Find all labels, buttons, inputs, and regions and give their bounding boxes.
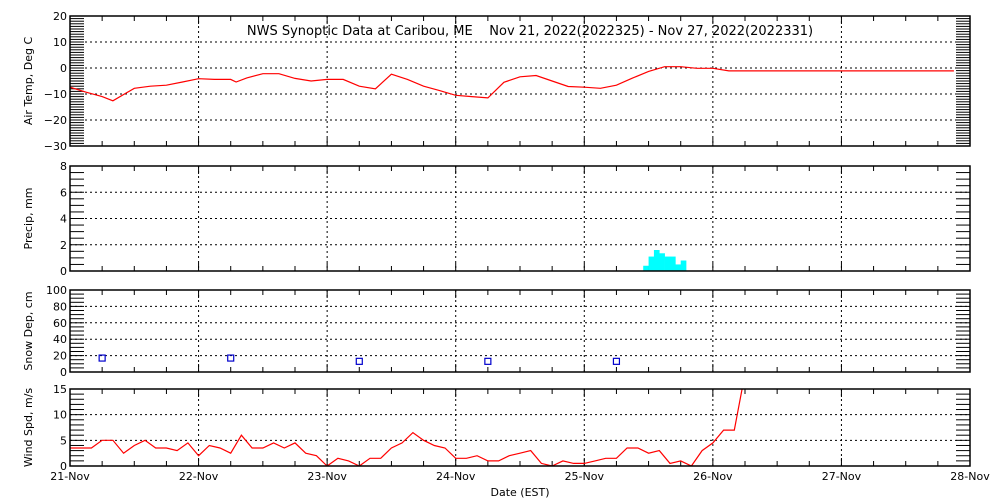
x-tick-label: 27-Nov xyxy=(822,470,862,483)
panel-2: 100 80 60 40 20 0 Snow Dep, cm xyxy=(22,284,971,379)
y-axis-label: Air Temp, Deg C xyxy=(22,37,35,126)
y-tick-label: −10 xyxy=(44,88,67,101)
precip-bar xyxy=(675,264,682,271)
y-tick-label: 100 xyxy=(46,284,67,297)
data-point xyxy=(484,357,492,365)
y-tick-label: 0 xyxy=(60,62,67,75)
y-axis-label: Wind Spd, m/s xyxy=(22,388,35,468)
y-axis-label: Snow Dep, cm xyxy=(22,291,35,370)
y-tick-label: 0 xyxy=(60,366,67,379)
x-tick-label: 21-Nov xyxy=(50,470,90,483)
y-tick-label: −20 xyxy=(44,114,67,127)
y-tick-label: 6 xyxy=(60,186,67,199)
y-tick-label: 10 xyxy=(53,409,67,422)
panel-0: 20 10 0 −10 −20 −30 Air Temp, Deg C xyxy=(22,10,971,153)
x-tick-label: 24-Nov xyxy=(436,470,476,483)
precip-bar xyxy=(680,260,687,271)
series-2 xyxy=(98,354,621,365)
series-1 xyxy=(643,250,687,271)
panel-3: 15 10 5 0 Wind Spd, m/s xyxy=(22,383,971,473)
y-tick-label: 40 xyxy=(53,333,67,346)
y-tick-label: 15 xyxy=(53,383,67,396)
precip-bar xyxy=(664,256,671,271)
y-tick-label: 80 xyxy=(53,300,67,313)
panel-frame xyxy=(69,15,971,147)
panel-frame xyxy=(69,165,971,272)
y-tick-label: 0 xyxy=(60,265,67,278)
precip-bar xyxy=(659,253,665,271)
y-tick-label: 2 xyxy=(60,239,67,252)
precip-bar xyxy=(670,256,676,271)
y-tick-label: 8 xyxy=(60,160,67,173)
panel-frame xyxy=(69,289,971,373)
y-tick-label: 60 xyxy=(53,317,67,330)
y-tick-label: 20 xyxy=(53,10,67,23)
data-line xyxy=(70,66,954,102)
x-tick-label: 26-Nov xyxy=(693,470,733,483)
y-tick-label: 20 xyxy=(53,350,67,363)
chart-title: NWS Synoptic Data at Caribou, ME Nov 21,… xyxy=(247,24,813,39)
x-tick-label: 22-Nov xyxy=(179,470,219,483)
panel-1: 8 6 4 2 0 Precip, mm xyxy=(22,160,971,278)
panel-frame xyxy=(69,388,971,467)
data-point xyxy=(355,357,363,365)
y-axis-label: Precip, mm xyxy=(22,188,35,250)
x-tick-label: 28-Nov xyxy=(950,470,990,483)
y-tick-label: −30 xyxy=(44,140,67,153)
precip-bar xyxy=(643,265,649,271)
data-line xyxy=(70,389,743,466)
y-tick-label: 5 xyxy=(60,434,67,447)
data-point xyxy=(227,354,235,362)
precip-bar xyxy=(648,256,655,271)
y-tick-label: 4 xyxy=(60,213,67,226)
precip-bar xyxy=(653,250,660,271)
y-tick-label: 10 xyxy=(53,36,67,49)
data-point xyxy=(612,357,621,365)
y-tick-label: 0 xyxy=(60,460,67,473)
series-0 xyxy=(70,66,954,102)
x-tick-label: 23-Nov xyxy=(307,470,347,483)
data-point xyxy=(98,354,106,362)
x-axis-label: Date (EST) xyxy=(490,486,549,499)
series-3 xyxy=(70,389,743,466)
x-tick-label: 25-Nov xyxy=(565,470,605,483)
